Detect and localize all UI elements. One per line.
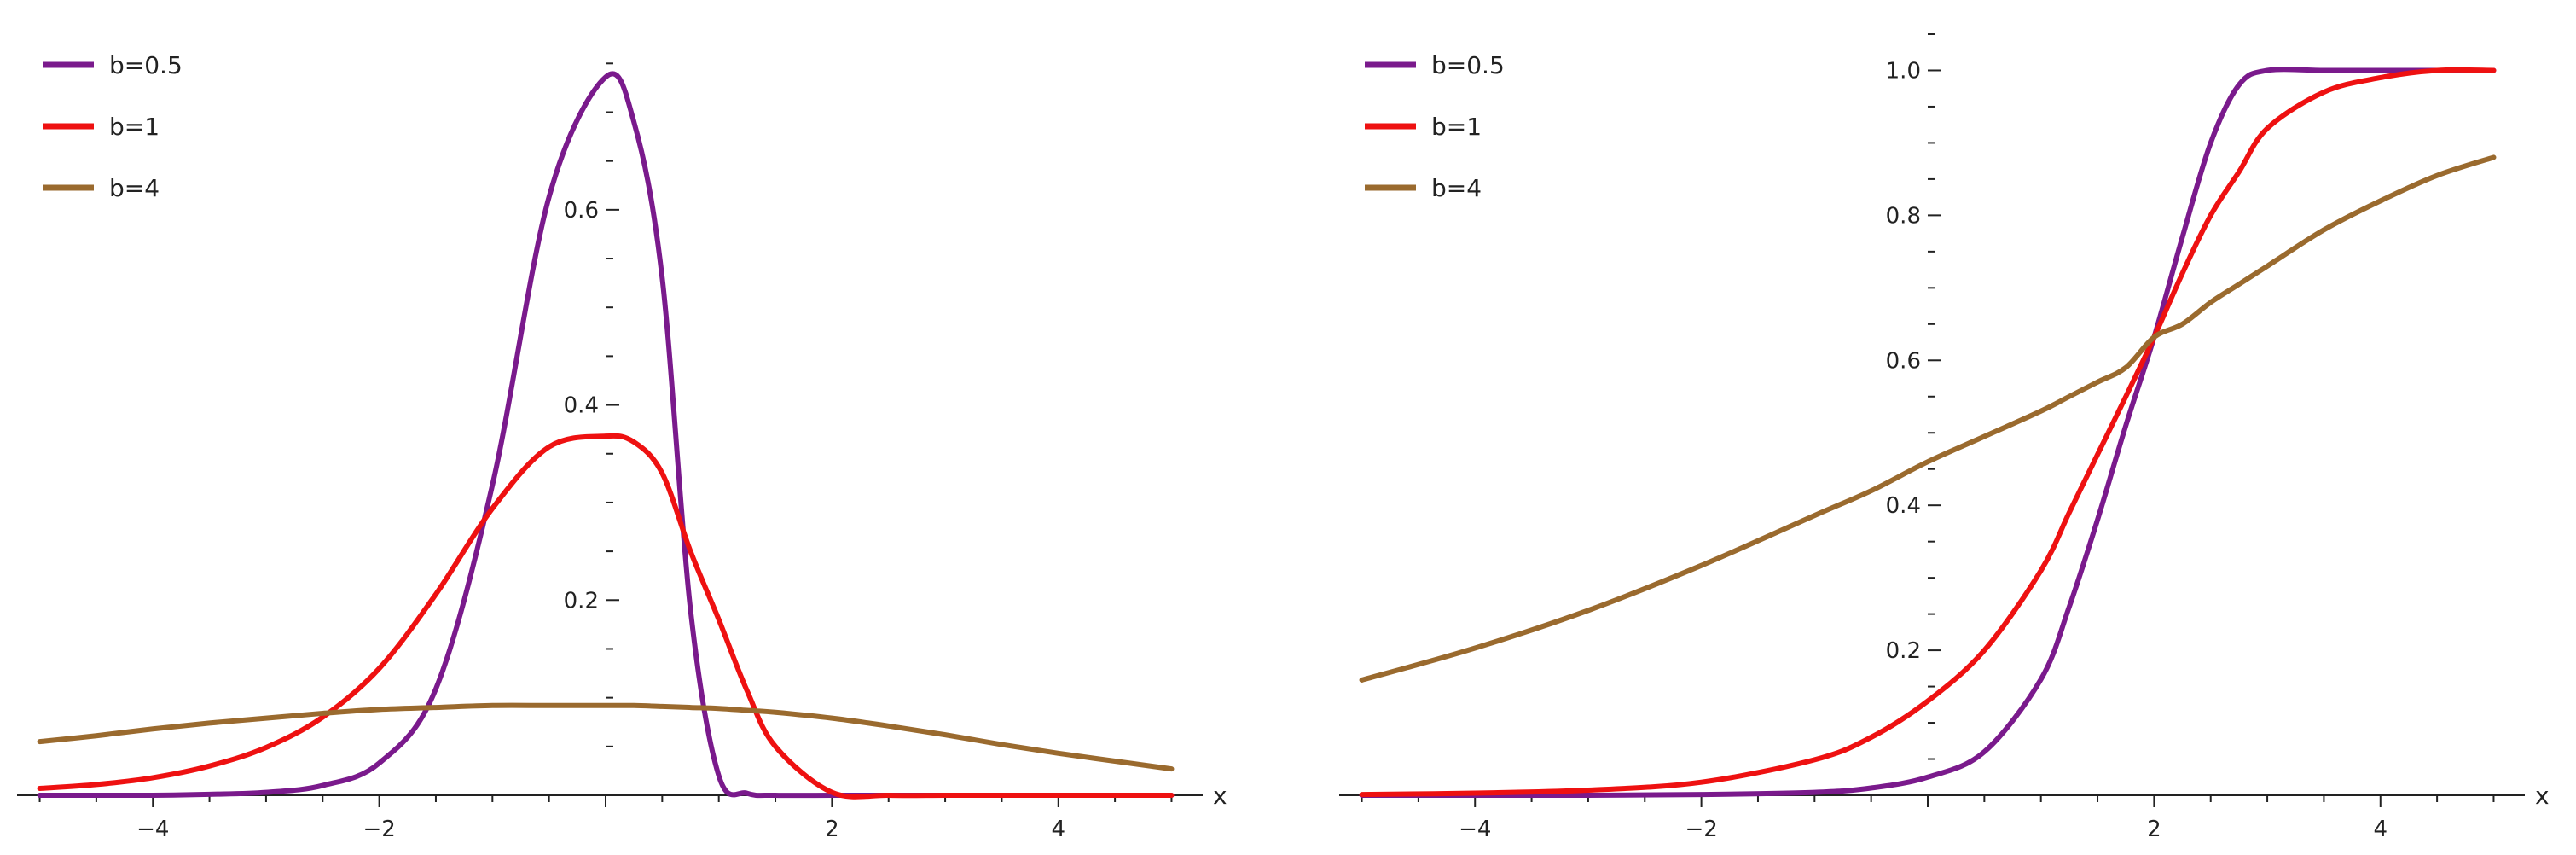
series-line-b-4 xyxy=(1359,154,2497,683)
y-tick-label: 1.0 xyxy=(1886,58,1921,84)
x-tick-label: 4 xyxy=(1051,817,1065,842)
legend-label: b=1 xyxy=(109,113,160,141)
legend-label: b=4 xyxy=(109,174,160,202)
y-tick-label: 0.2 xyxy=(564,588,599,614)
x-tick-label: 2 xyxy=(825,817,839,842)
y-tick-label: 0.4 xyxy=(1886,493,1921,519)
x-tick-label: −4 xyxy=(136,817,169,842)
y-tick-label: 0.6 xyxy=(1886,348,1921,374)
y-tick-label: 0.8 xyxy=(1886,203,1921,229)
series-line-b-0-5 xyxy=(1359,67,2497,799)
x-tick-label: −2 xyxy=(1685,817,1717,842)
legend-label: b=0.5 xyxy=(1431,51,1505,79)
series-line-b-1 xyxy=(1359,67,2497,798)
y-tick-label: 0.4 xyxy=(564,393,599,419)
x-tick-label: 2 xyxy=(2147,817,2161,842)
x-axis-label: x xyxy=(2535,782,2550,810)
series-line-b-1 xyxy=(37,433,1175,800)
y-tick-label: 0.2 xyxy=(1886,638,1921,664)
legend-label: b=4 xyxy=(1431,174,1482,202)
x-axis-label: x xyxy=(1213,782,1227,810)
x-tick-label: −2 xyxy=(363,817,395,842)
series-line-b-4 xyxy=(37,702,1175,772)
cdf-plot-panel: −4 −2 2 4 x 0.2 0.4 0.6 0.8 1.0 b=0.5 b=1 b=4 xyxy=(1339,33,2550,842)
legend-label: b=1 xyxy=(1431,113,1482,141)
x-tick-label: −4 xyxy=(1459,817,1491,842)
density-plot-panel: −4 −2 2 4 x 0.2 0.4 0.6 b=0.5 b=1 b=4 xyxy=(17,51,1227,842)
y-tick-label: 0.6 xyxy=(564,198,599,224)
legend-label: b=0.5 xyxy=(109,51,183,79)
x-tick-label: 4 xyxy=(2373,817,2387,842)
